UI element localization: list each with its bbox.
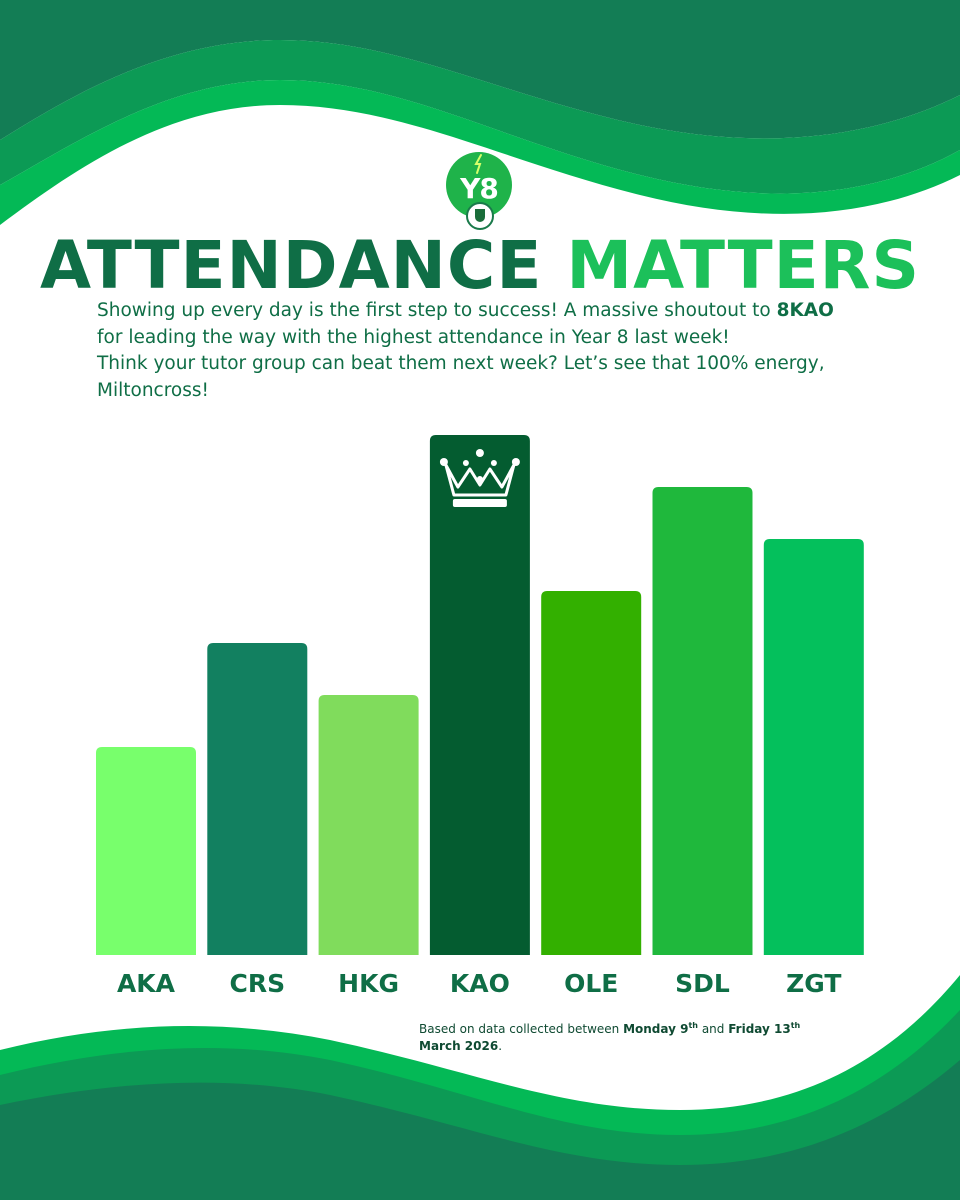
footnote: Based on data collected between Monday 9…: [419, 1017, 879, 1055]
bar-zgt: [763, 539, 864, 955]
title-part1: ATTENDANCE: [39, 227, 543, 304]
title-part2: MATTERS: [566, 227, 921, 304]
footnote-end-sup: th: [790, 1021, 801, 1030]
footnote-start-sup: th: [688, 1021, 699, 1030]
category-label-zgt: ZGT: [786, 969, 841, 998]
intro-line3: Think your tutor group can beat them nex…: [97, 353, 825, 374]
top-wave-dark: [0, 0, 960, 140]
intro-line2: for leading the way with the highest att…: [97, 326, 730, 348]
category-label-aka: AKA: [117, 969, 176, 998]
bar-crs: [207, 643, 308, 955]
intro-line1: Showing up every day is the first step t…: [97, 300, 777, 321]
intro-highlight: 8KAO: [776, 300, 834, 321]
category-label-kao: KAO: [450, 969, 510, 998]
badge-label: Y8: [460, 171, 499, 205]
bar-ole: [541, 591, 642, 955]
category-label-ole: OLE: [564, 969, 618, 998]
bar-sdl: [652, 487, 753, 955]
footnote-end-date: Friday 13: [728, 1022, 791, 1036]
bar-aka: [96, 747, 196, 955]
page-title: ATTENDANCE MATTERS: [0, 226, 960, 306]
category-label-sdl: SDL: [675, 969, 730, 998]
footnote-mid: and: [698, 1022, 729, 1036]
top-wave-mid: [0, 40, 960, 194]
footnote-prefix: Based on data collected between: [419, 1022, 624, 1036]
intro-line4: Miltoncross!: [97, 379, 209, 401]
bar-kao: [429, 435, 530, 955]
school-crest-icon: [466, 202, 494, 230]
bar-hkg: [318, 695, 419, 955]
footnote-end-month: March 2026: [419, 1039, 499, 1053]
crown-icon: [439, 449, 520, 507]
footnote-start-date: Monday 9: [623, 1022, 689, 1036]
category-label-crs: CRS: [229, 969, 285, 998]
footnote-suffix: .: [498, 1039, 503, 1053]
category-label-hkg: HKG: [338, 969, 399, 998]
intro-text: Showing up every day is the first step t…: [97, 298, 887, 404]
bottom-wave-dark: [0, 1060, 960, 1200]
lightning-icon: [474, 154, 482, 174]
